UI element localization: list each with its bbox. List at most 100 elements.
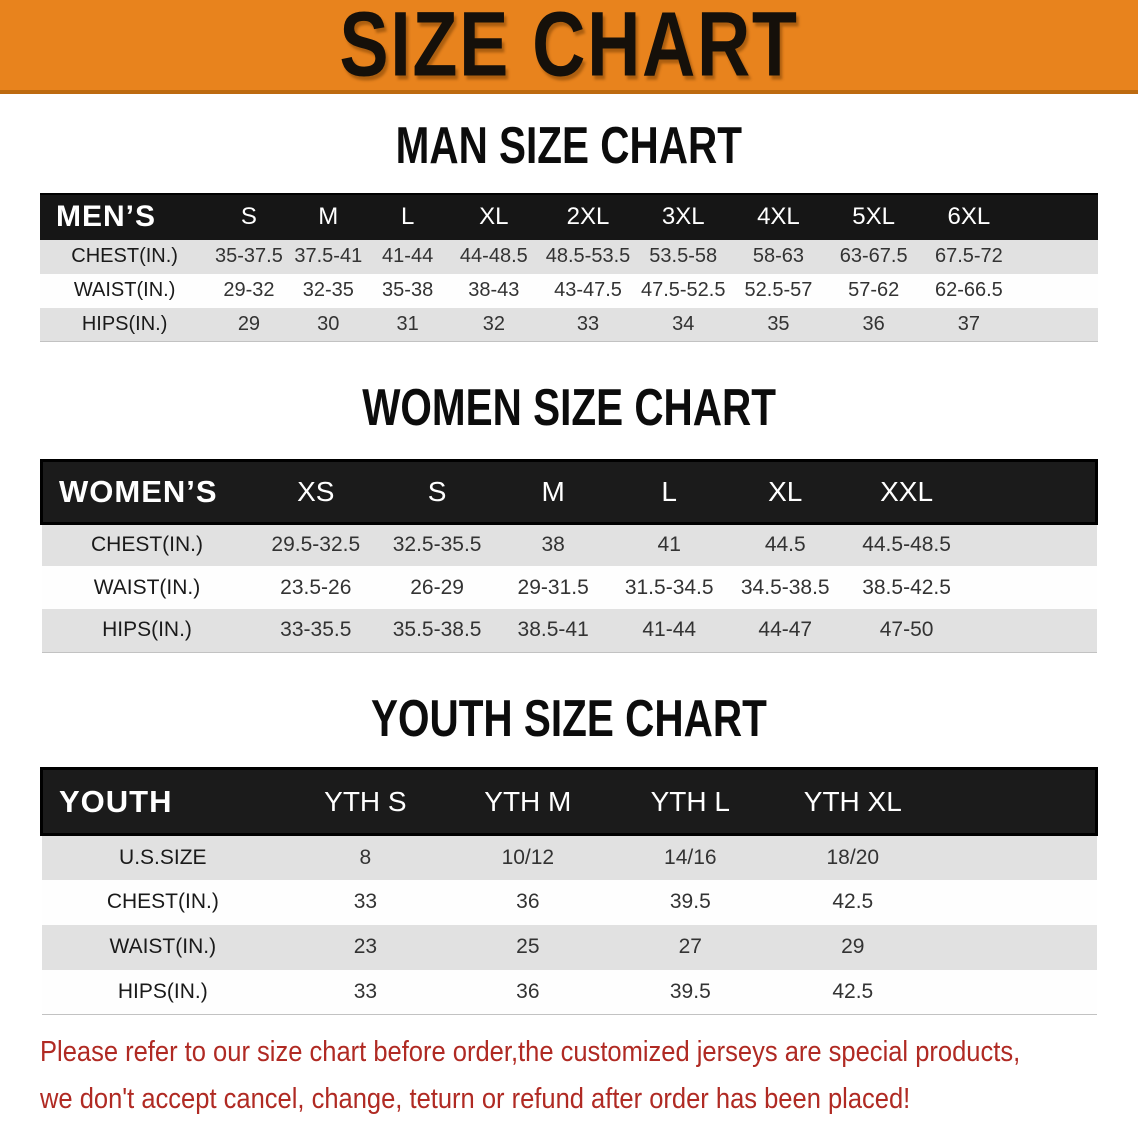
header-spacer [934, 767, 1099, 837]
row-spacer [934, 835, 1096, 880]
women-size-table: WOMEN’S XS S M L XL XXL CHEST(IN.) 29.5-32.5 32.… [40, 458, 1098, 653]
size-value: 33-35.5 [280, 618, 352, 642]
size-value: 34 [672, 312, 695, 335]
size-value: 31.5-34.5 [624, 575, 714, 599]
size-value: 53.5-58 [649, 245, 718, 268]
size-value: 35.5-38.5 [392, 618, 482, 642]
size-value: 10/12 [501, 846, 555, 870]
size-value: 52.5-57 [744, 279, 813, 302]
row-label: CHEST(IN.) [91, 533, 203, 557]
size-value: 32.5-35.5 [392, 533, 482, 557]
size-value: 38.5-42.5 [862, 575, 951, 599]
size-value: 36 [516, 980, 540, 1004]
size-value: 41 [657, 533, 681, 557]
table-row: CHEST(IN.) 29.5-32.5 32.5-35.5 38 41 44.5 44.5… [41, 523, 1097, 567]
size-value: 44.5-48.5 [862, 533, 951, 557]
size-value: 44-48.5 [459, 245, 528, 268]
size-value: 33 [576, 312, 600, 335]
size-value: 39.5 [669, 980, 711, 1004]
row-label: CHEST(IN.) [71, 245, 178, 268]
size-column-header: YTH S [284, 767, 447, 837]
row-label: WAIST(IN.) [109, 935, 217, 959]
size-value: 43-47.5 [554, 279, 622, 302]
men-size-table: MEN’S S M L XL 2XL 3XL 4XL 5XL 6XL CHEST(IN.) 35-3… [40, 192, 1098, 343]
size-value: 62-66.5 [934, 279, 1003, 302]
size-value: 30 [317, 312, 340, 335]
size-value: 38.5-41 [517, 618, 589, 642]
table-row: CHEST(IN.) 35-37.5 37.5-41 41-44 44-48.5 48.5… [40, 239, 1098, 274]
size-value: 27 [678, 935, 702, 959]
row-label: U.S.SIZE [119, 846, 207, 870]
page-title: SIZE CHART [339, 0, 799, 97]
size-header-row: MEN’S S M L XL 2XL 3XL 4XL 5XL 6XL [40, 192, 1098, 240]
size-value: 29 [237, 312, 261, 335]
row-label: HIPS(IN.) [81, 312, 168, 335]
size-column-header: YTH L [609, 767, 772, 837]
size-value: 47.5-52.5 [640, 279, 726, 302]
size-value: 38 [541, 533, 565, 557]
size-column-header: S [379, 458, 496, 525]
disclaimer-line-2: we don't accept cancel, change, teturn o… [40, 1083, 911, 1116]
size-column-header: L [367, 192, 448, 240]
size-column-header: XL [447, 192, 541, 240]
table-row: HIPS(IN.) 29 30 31 32 33 34 35 36 37 [40, 307, 1098, 342]
women-section-heading-wrap: WOMEN SIZE CHART [0, 377, 1138, 437]
women-size-chart-heading: WOMEN SIZE CHART [362, 377, 776, 437]
size-chart-banner: SIZE CHART [0, 0, 1138, 94]
size-column-header: 2XL [540, 192, 636, 240]
size-value: 38-43 [468, 279, 520, 302]
size-value: 67.5-72 [934, 245, 1003, 268]
table-row: CHEST(IN.) 33 36 39.5 42.5 [41, 879, 1097, 925]
size-value: 47-50 [879, 618, 934, 642]
size-column-header: 4XL [730, 192, 827, 240]
size-value: 36 [516, 890, 540, 914]
size-value: 14/16 [664, 846, 717, 870]
size-value: 35 [767, 312, 790, 335]
row-label: CHEST(IN.) [106, 890, 219, 914]
row-spacer [970, 566, 1097, 609]
size-value: 63-67.5 [839, 245, 908, 268]
table-row: WAIST(IN.) 29-32 32-35 35-38 38-43 43-47.5 47.… [40, 273, 1098, 308]
size-column-header: YTH M [446, 767, 610, 837]
size-value: 29-32 [223, 279, 275, 302]
size-value: 41-44 [382, 245, 434, 268]
size-value: 58-63 [752, 245, 805, 268]
size-value: 41-44 [642, 618, 697, 642]
row-spacer [1016, 274, 1098, 308]
table-corner-label: YOUTH [40, 767, 285, 837]
size-value: 36 [862, 312, 885, 335]
table-row: U.S.SIZE 8 10/12 14/16 18/20 [41, 834, 1097, 880]
youth-section-heading-wrap: YOUTH SIZE CHART [0, 688, 1138, 747]
man-size-chart-heading: MAN SIZE CHART [395, 115, 743, 175]
size-header-row: YOUTH YTH S YTH M YTH L YTH XL [40, 767, 1099, 837]
size-column-header: XL [727, 458, 844, 525]
size-value: 57-62 [848, 279, 900, 302]
size-value: 29.5-32.5 [271, 533, 361, 557]
table-row: WAIST(IN.) 23 25 27 29 [41, 924, 1097, 970]
youth-size-chart-heading: YOUTH SIZE CHART [371, 688, 767, 747]
size-value: 48.5-53.5 [545, 245, 631, 268]
size-column-header: M [495, 458, 612, 525]
size-column-header: L [611, 458, 728, 525]
size-value: 42.5 [832, 890, 874, 914]
size-value: 31 [396, 312, 419, 335]
size-column-header: 3XL [635, 192, 731, 240]
size-column-header: M [288, 192, 368, 240]
order-disclaimer: Please refer to our size chart before or… [40, 1029, 1098, 1123]
size-value: 34.5-38.5 [740, 575, 830, 599]
row-label: WAIST(IN.) [93, 575, 201, 599]
size-column-header: 6XL [921, 192, 1017, 240]
header-spacer [969, 458, 1098, 525]
row-spacer [970, 523, 1097, 566]
row-spacer [934, 880, 1096, 925]
row-spacer [1016, 240, 1098, 274]
table-row: HIPS(IN.) 33 36 39.5 42.5 [41, 969, 1097, 1015]
size-value: 39.5 [669, 890, 711, 914]
size-value: 8 [359, 846, 372, 870]
size-column-header: 5XL [826, 192, 922, 240]
size-value: 44.5 [764, 533, 806, 557]
size-value: 44-47 [758, 618, 813, 642]
row-label: HIPS(IN.) [102, 618, 192, 642]
size-column-header: XS [252, 458, 380, 525]
size-value: 26-29 [410, 575, 464, 599]
